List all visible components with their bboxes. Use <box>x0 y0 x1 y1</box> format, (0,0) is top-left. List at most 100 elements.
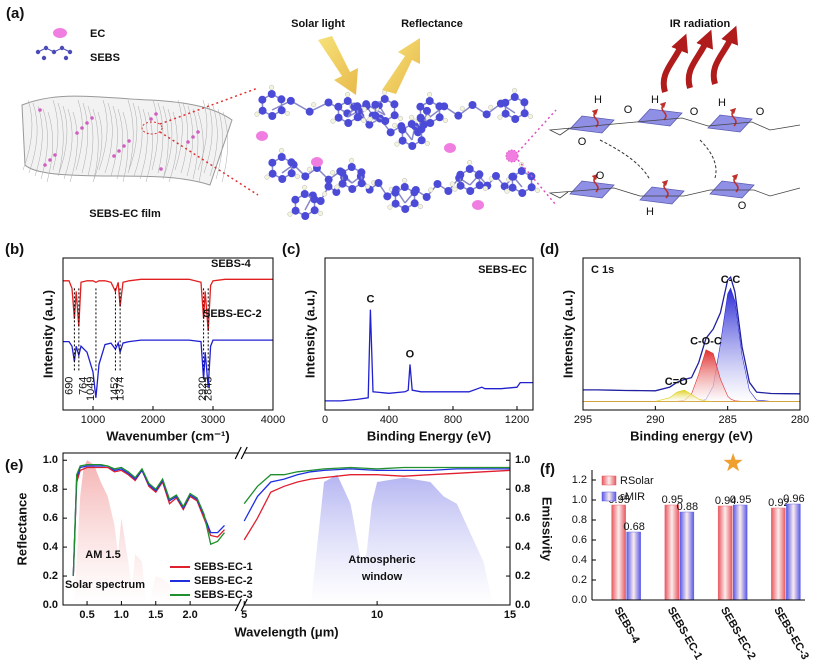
film-fiber <box>81 102 88 174</box>
film-fiber <box>92 111 103 183</box>
y-tick-label: 0.6 <box>43 512 58 524</box>
y-tick-label: 1.2 <box>572 474 587 486</box>
axis-break-gap <box>238 603 244 607</box>
atom-c <box>401 204 410 213</box>
x-tick-label: 3000 <box>201 414 225 426</box>
y-tick-label: 0.4 <box>572 554 587 566</box>
atom-c <box>324 175 333 184</box>
atom-c <box>371 111 380 120</box>
atom-h <box>512 87 518 93</box>
atom-h <box>452 186 458 192</box>
atom-h <box>311 102 317 108</box>
ec-particle <box>256 131 268 141</box>
atom-c <box>381 116 390 125</box>
film-ec <box>75 131 79 135</box>
atom-c <box>501 98 510 107</box>
atom-c <box>310 195 319 204</box>
atom-c <box>501 109 510 118</box>
x-tick-label: 0 <box>322 414 328 426</box>
ir-wave <box>659 101 667 121</box>
peak-label: 2920 <box>197 377 209 401</box>
film-fiber <box>57 102 64 174</box>
sebs-icon-bond <box>37 47 71 53</box>
atom-c <box>348 184 357 193</box>
peak-label: C <box>366 294 374 306</box>
axis-break <box>234 598 242 612</box>
atom-h <box>504 188 510 194</box>
y-axis-label: Intensity (a.u.) <box>302 290 317 378</box>
plot-area <box>72 460 510 605</box>
peak-label: 1452 <box>109 377 121 401</box>
y-tick-label: 0.8 <box>572 514 587 526</box>
bar <box>732 504 748 601</box>
ir-arrow <box>710 25 739 85</box>
annotation: AM 1.5 <box>85 549 120 561</box>
annotation: window <box>361 571 403 583</box>
atom-c <box>347 163 356 172</box>
atom-c <box>400 183 409 192</box>
atom-label: O <box>578 136 587 148</box>
axis-break <box>240 446 248 460</box>
film-ec <box>159 167 163 171</box>
film-ec <box>53 153 57 157</box>
atom-c <box>383 192 392 201</box>
atom-h <box>424 140 430 146</box>
x-tick-label: 15 <box>504 609 516 621</box>
atom-c <box>278 174 287 183</box>
series-label: C=O <box>665 376 688 388</box>
atom-h <box>254 111 260 117</box>
y-tick-label: 0.6 <box>572 534 587 546</box>
atom-h <box>449 181 455 187</box>
atom-c <box>435 113 444 122</box>
atom-h <box>397 115 403 121</box>
film-fiber <box>75 99 83 171</box>
panel-label: (b) <box>5 241 24 258</box>
atom-h <box>402 177 408 183</box>
atom-c <box>277 106 286 115</box>
atom-h <box>345 91 351 97</box>
sugar-ring <box>637 108 683 127</box>
atom-c <box>417 125 426 134</box>
atom-h <box>279 147 285 153</box>
frame <box>62 452 511 606</box>
film-ec <box>80 126 84 130</box>
atom-c <box>267 90 276 99</box>
zoom-line <box>517 159 557 206</box>
film-fiber <box>180 102 188 174</box>
atom-c <box>517 167 526 176</box>
atom-c <box>500 182 509 191</box>
atom-c <box>277 153 286 162</box>
atom-label: O <box>596 170 605 182</box>
film-fiber <box>92 108 99 180</box>
atom-c <box>287 158 296 167</box>
atom-label: H <box>651 94 659 106</box>
y2-tick-label: 0.2 <box>515 570 530 582</box>
x-tick-label: SEBS-4 <box>612 605 643 646</box>
series-label: C-O-C <box>690 336 722 348</box>
atom-c <box>390 100 399 109</box>
legend-label: EC <box>90 28 105 40</box>
series-label: SEBS-EC-2 <box>203 308 262 320</box>
film-fiber <box>40 108 48 180</box>
film-zoom <box>141 121 163 135</box>
bar <box>679 511 695 601</box>
ir-arrow <box>660 33 689 93</box>
atom-c <box>357 168 366 177</box>
film-fiber <box>215 108 223 180</box>
panel-label: (a) <box>6 5 24 22</box>
film-fiber <box>122 111 129 183</box>
value-label: 0.95 <box>662 494 683 506</box>
x-tick-label: 280 <box>791 414 809 426</box>
atom-c <box>334 113 343 122</box>
atom-label: O <box>756 106 765 118</box>
legend-label: SEBS-EC-1 <box>194 561 253 573</box>
y-axis-label: Intensity (a.u.) <box>560 290 575 378</box>
x-tick-label: SEBS-EC-3 <box>771 605 811 660</box>
ec-particle <box>472 200 484 210</box>
frame <box>324 257 534 411</box>
atom-c <box>277 95 286 104</box>
frame <box>582 257 801 411</box>
atom-h <box>330 170 336 176</box>
film-fiber <box>197 111 204 183</box>
atom-c <box>456 170 465 179</box>
